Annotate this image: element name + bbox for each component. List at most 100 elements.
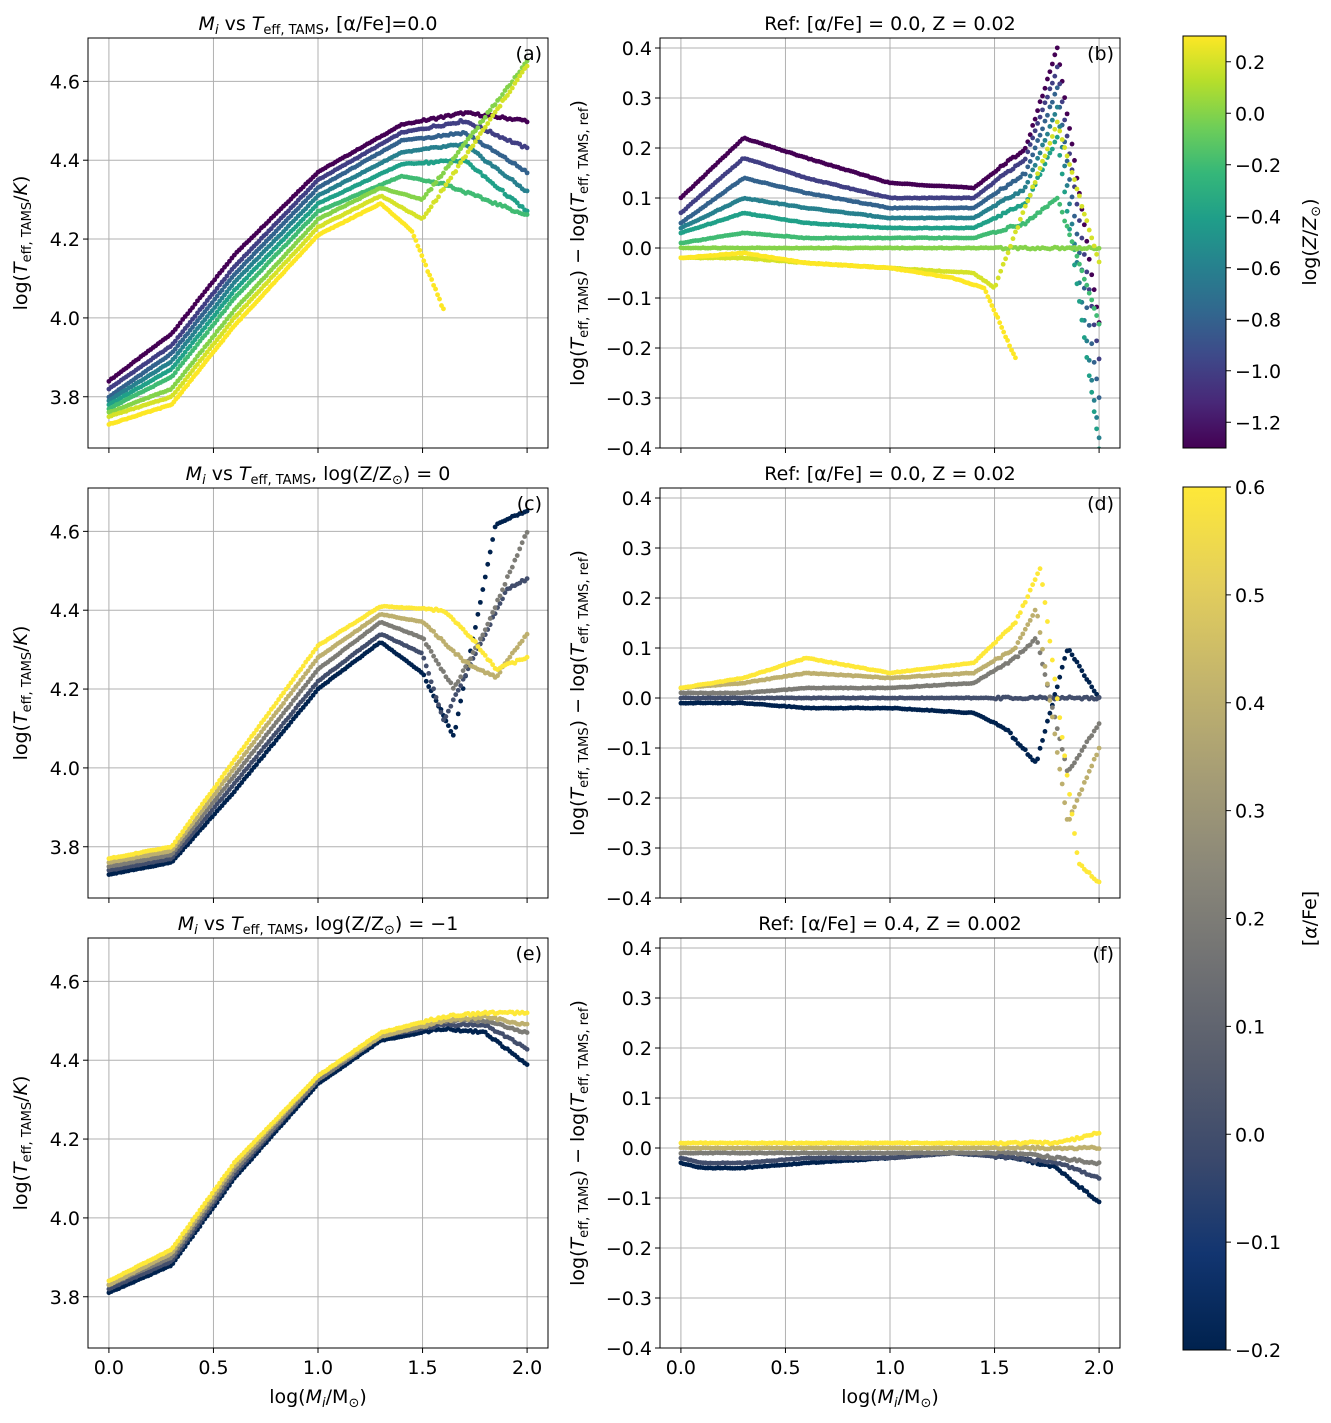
data-point <box>524 631 530 637</box>
y-tick-label: 3.8 <box>50 837 80 859</box>
data-point <box>426 644 432 650</box>
data-point <box>271 723 277 729</box>
data-point <box>505 574 510 580</box>
y-tick-label: 0.3 <box>622 538 652 560</box>
data-point <box>1086 373 1092 379</box>
data-point <box>1057 674 1063 680</box>
y-tick-label: −0.3 <box>606 838 652 860</box>
data-point <box>271 741 277 747</box>
data-point <box>234 754 240 760</box>
data-point <box>204 286 210 292</box>
data-point <box>1067 232 1072 238</box>
data-point <box>1079 203 1085 209</box>
data-point <box>197 331 203 337</box>
data-point <box>421 655 427 661</box>
data-point <box>1059 171 1065 177</box>
y-tick-label: 4.2 <box>50 679 80 701</box>
series-3 <box>106 612 530 865</box>
data-point <box>1069 194 1075 200</box>
data-point <box>995 275 1001 281</box>
data-point <box>1013 737 1018 742</box>
data-point <box>1049 146 1055 152</box>
data-point <box>185 331 191 337</box>
data-point <box>475 611 481 617</box>
data-point <box>502 88 508 93</box>
data-point <box>1094 338 1100 344</box>
data-point <box>423 663 429 669</box>
data-point <box>180 380 186 386</box>
data-point <box>1091 409 1097 415</box>
panel-tag: (b) <box>1087 43 1114 65</box>
chart-panel-d: −0.4−0.3−0.2−0.10.00.10.20.30.4 (d)Ref: [… <box>567 463 1121 910</box>
data-point <box>214 309 220 315</box>
data-point <box>1081 744 1087 750</box>
data-point <box>1094 725 1100 731</box>
data-point <box>1027 642 1033 648</box>
data-point <box>1032 180 1038 185</box>
data-point <box>441 669 446 674</box>
data-point <box>487 107 493 113</box>
data-point <box>1084 775 1090 781</box>
data-point <box>524 145 530 151</box>
data-point <box>517 73 523 79</box>
data-point <box>1037 132 1043 138</box>
data-point <box>1062 145 1068 150</box>
y-axis-label: log(Teff, TAMS) − log(Teff, TAMS, ref) <box>567 550 592 836</box>
y-tick-label: 4.4 <box>50 150 80 172</box>
data-point <box>431 653 437 659</box>
data-point <box>1089 235 1095 241</box>
data-point <box>423 678 429 684</box>
data-point <box>1037 566 1043 572</box>
series-7 <box>106 63 530 420</box>
data-point <box>495 673 500 679</box>
data-point <box>1089 389 1095 395</box>
data-point <box>182 349 188 355</box>
data-point <box>1072 177 1077 182</box>
data-point <box>1084 355 1090 360</box>
data-point <box>441 306 446 312</box>
data-point <box>222 276 227 282</box>
data-point <box>204 330 210 335</box>
data-point <box>507 654 513 660</box>
data-point <box>426 208 432 213</box>
data-point <box>445 723 451 729</box>
y-tick-label: 0.2 <box>622 588 652 610</box>
data-point <box>1057 128 1063 134</box>
y-tick-label: 0.1 <box>622 188 652 210</box>
data-point <box>1045 131 1050 137</box>
data-point <box>1010 236 1016 242</box>
data-point <box>455 711 461 717</box>
data-point <box>507 89 513 95</box>
data-point <box>490 610 496 615</box>
data-point <box>310 190 316 196</box>
data-point <box>1037 630 1043 635</box>
data-point <box>1069 141 1075 147</box>
data-point <box>514 645 520 650</box>
data-point <box>519 204 525 209</box>
data-point <box>1079 317 1085 323</box>
data-point <box>502 581 508 587</box>
data-point <box>1089 763 1095 769</box>
data-point <box>1079 268 1085 274</box>
data-point <box>195 362 200 367</box>
series-0 <box>106 110 530 384</box>
data-point <box>485 621 491 627</box>
y-tick-label: 0.2 <box>622 138 652 160</box>
data-point <box>224 767 230 773</box>
data-point <box>1022 747 1028 753</box>
data-point <box>1022 203 1028 209</box>
data-point <box>1035 640 1040 645</box>
data-point <box>998 268 1004 274</box>
data-point <box>192 329 198 335</box>
data-point <box>254 754 259 760</box>
data-point <box>495 597 500 603</box>
data-point <box>261 735 267 741</box>
data-point <box>1037 745 1043 751</box>
data-point <box>298 667 304 672</box>
data-point <box>409 229 415 234</box>
data-point <box>246 737 252 743</box>
data-point <box>1077 218 1082 224</box>
data-point <box>1086 679 1092 685</box>
data-point <box>1074 281 1080 287</box>
data-point <box>1091 243 1097 249</box>
